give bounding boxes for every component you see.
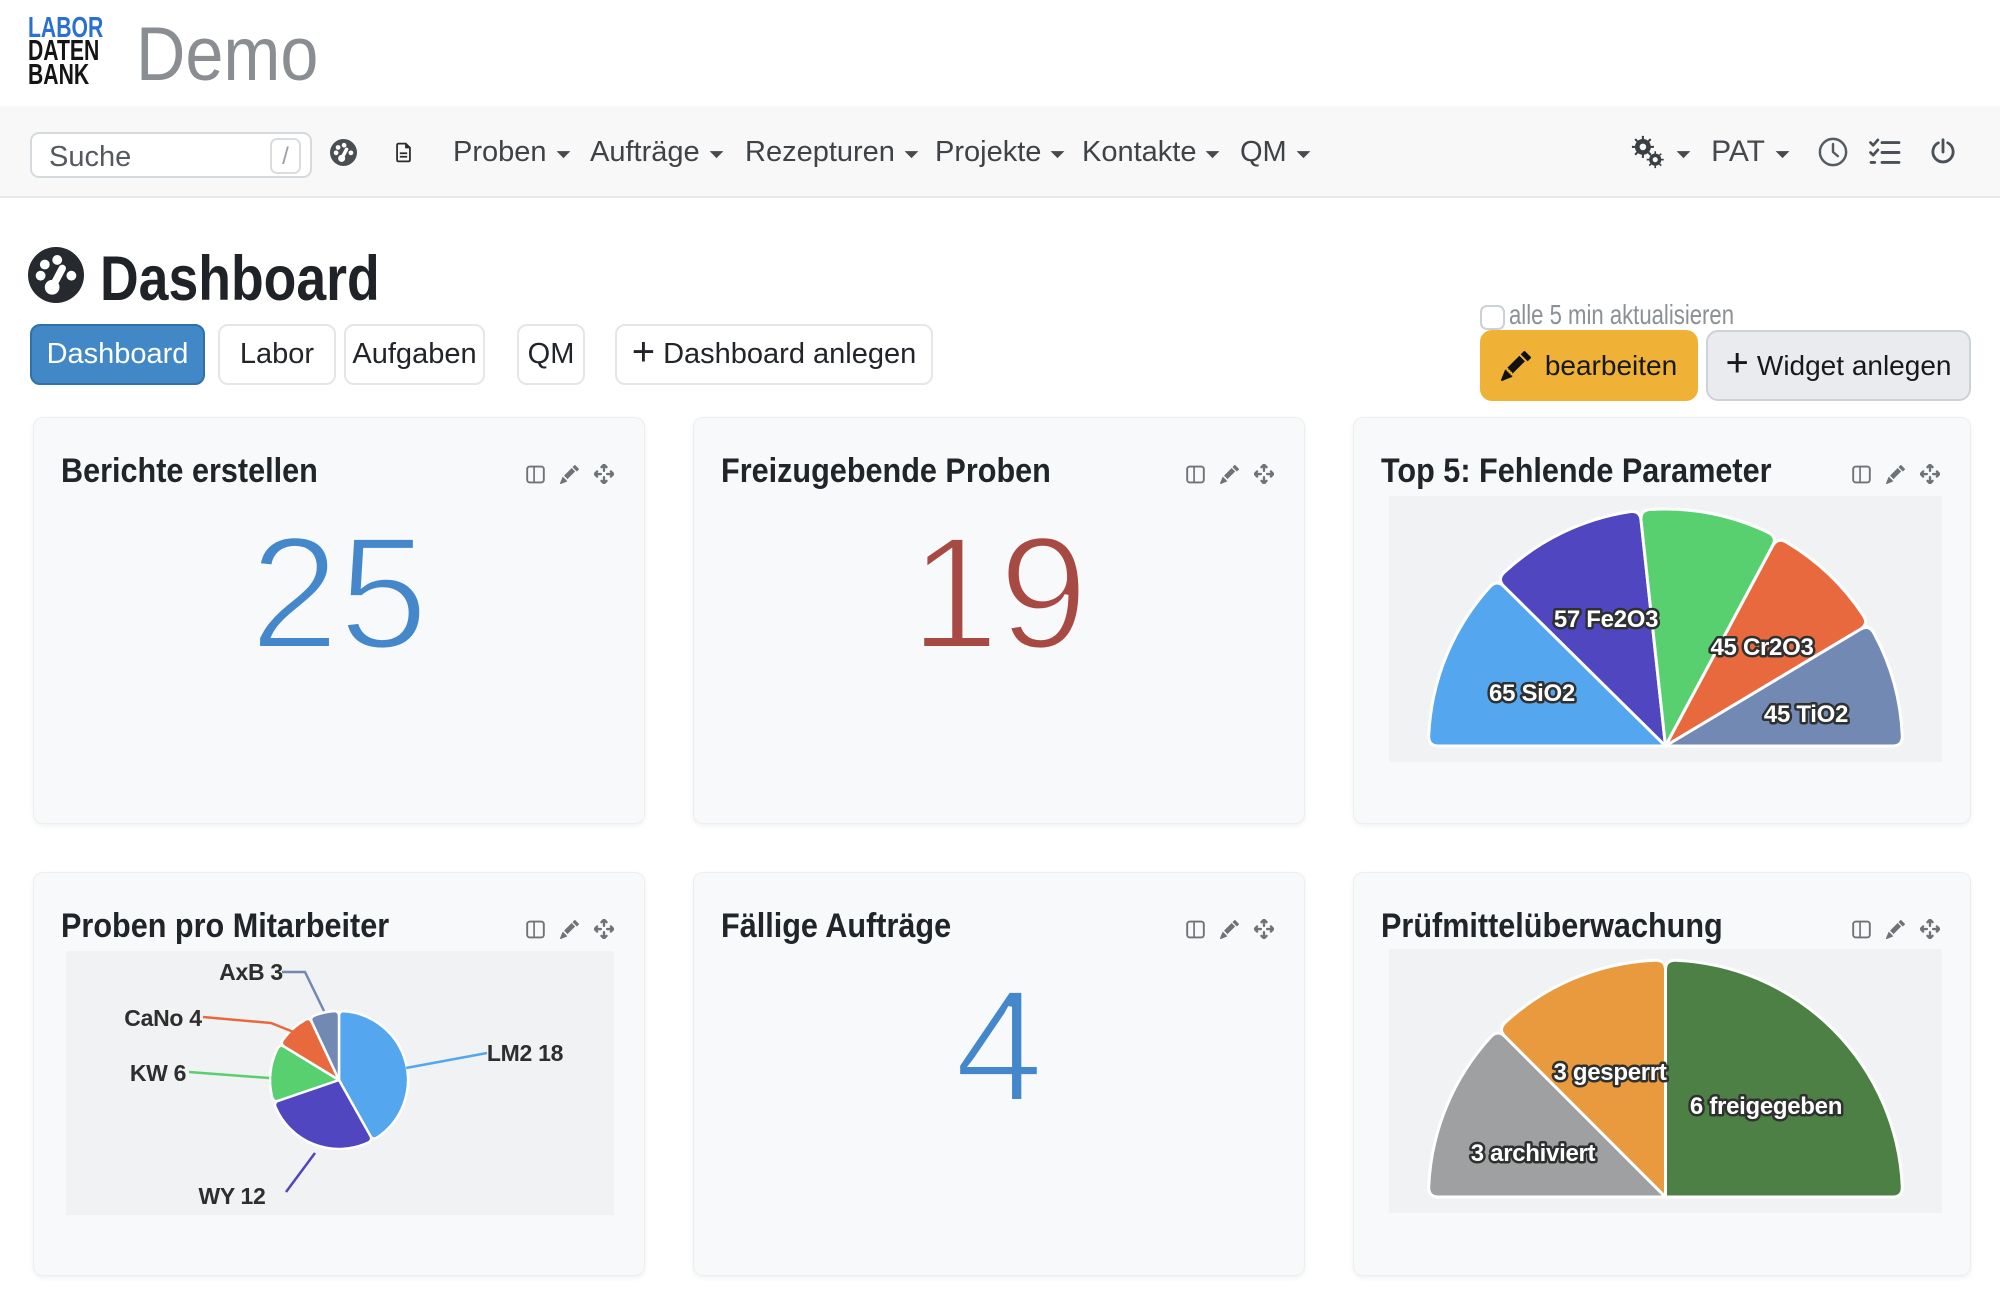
svg-text:CaNo 4: CaNo 4 bbox=[124, 1005, 202, 1031]
svg-text:LM2 18: LM2 18 bbox=[487, 1040, 564, 1066]
svg-text:6 freigegeben: 6 freigegeben bbox=[1690, 1093, 1842, 1120]
svg-text:WY 12: WY 12 bbox=[198, 1183, 265, 1209]
svg-text:3 archiviert: 3 archiviert bbox=[1471, 1140, 1596, 1167]
svg-text:45 TiO2: 45 TiO2 bbox=[1764, 701, 1848, 728]
svg-text:3 gesperrt: 3 gesperrt bbox=[1553, 1059, 1666, 1086]
svg-text:45 Cr2O3: 45 Cr2O3 bbox=[1711, 634, 1814, 661]
svg-text:KW 6: KW 6 bbox=[130, 1060, 186, 1086]
svg-text:AxB 3: AxB 3 bbox=[219, 959, 283, 985]
svg-text:65 SiO2: 65 SiO2 bbox=[1489, 680, 1575, 707]
svg-text:57 Fe2O3: 57 Fe2O3 bbox=[1554, 606, 1658, 633]
